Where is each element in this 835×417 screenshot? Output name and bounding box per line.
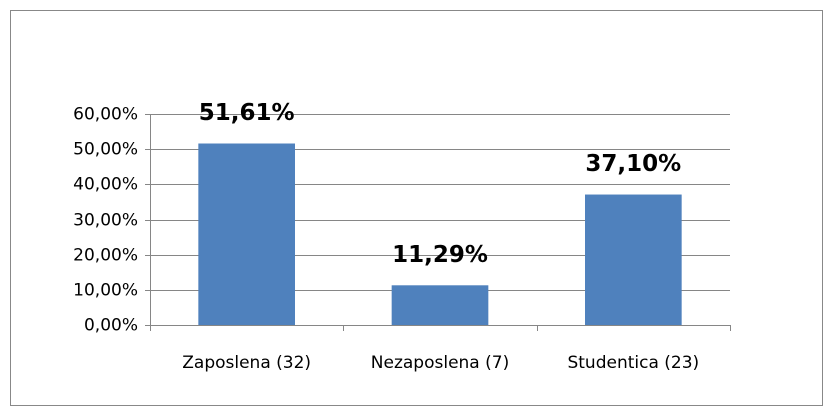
y-tick-label: 50,00%	[73, 140, 138, 160]
x-tick-label: Nezaposlena (7)	[371, 353, 509, 373]
bar	[585, 194, 682, 325]
value-label: 51,61%	[199, 100, 295, 126]
bar	[198, 143, 295, 325]
y-tick-label: 40,00%	[73, 175, 138, 195]
x-tick-label: Studentica (23)	[567, 353, 699, 373]
y-tick-label: 0,00%	[84, 316, 138, 336]
y-tick-label: 20,00%	[73, 246, 138, 266]
value-label: 11,29%	[392, 242, 488, 268]
y-tick-label: 10,00%	[73, 281, 138, 301]
value-label: 37,10%	[585, 151, 681, 177]
bar	[391, 285, 489, 325]
y-tick-label: 60,00%	[73, 105, 138, 125]
chart-border	[10, 10, 823, 406]
x-tick-label: Zaposlena (32)	[182, 353, 311, 373]
y-tick-label: 30,00%	[73, 211, 138, 231]
